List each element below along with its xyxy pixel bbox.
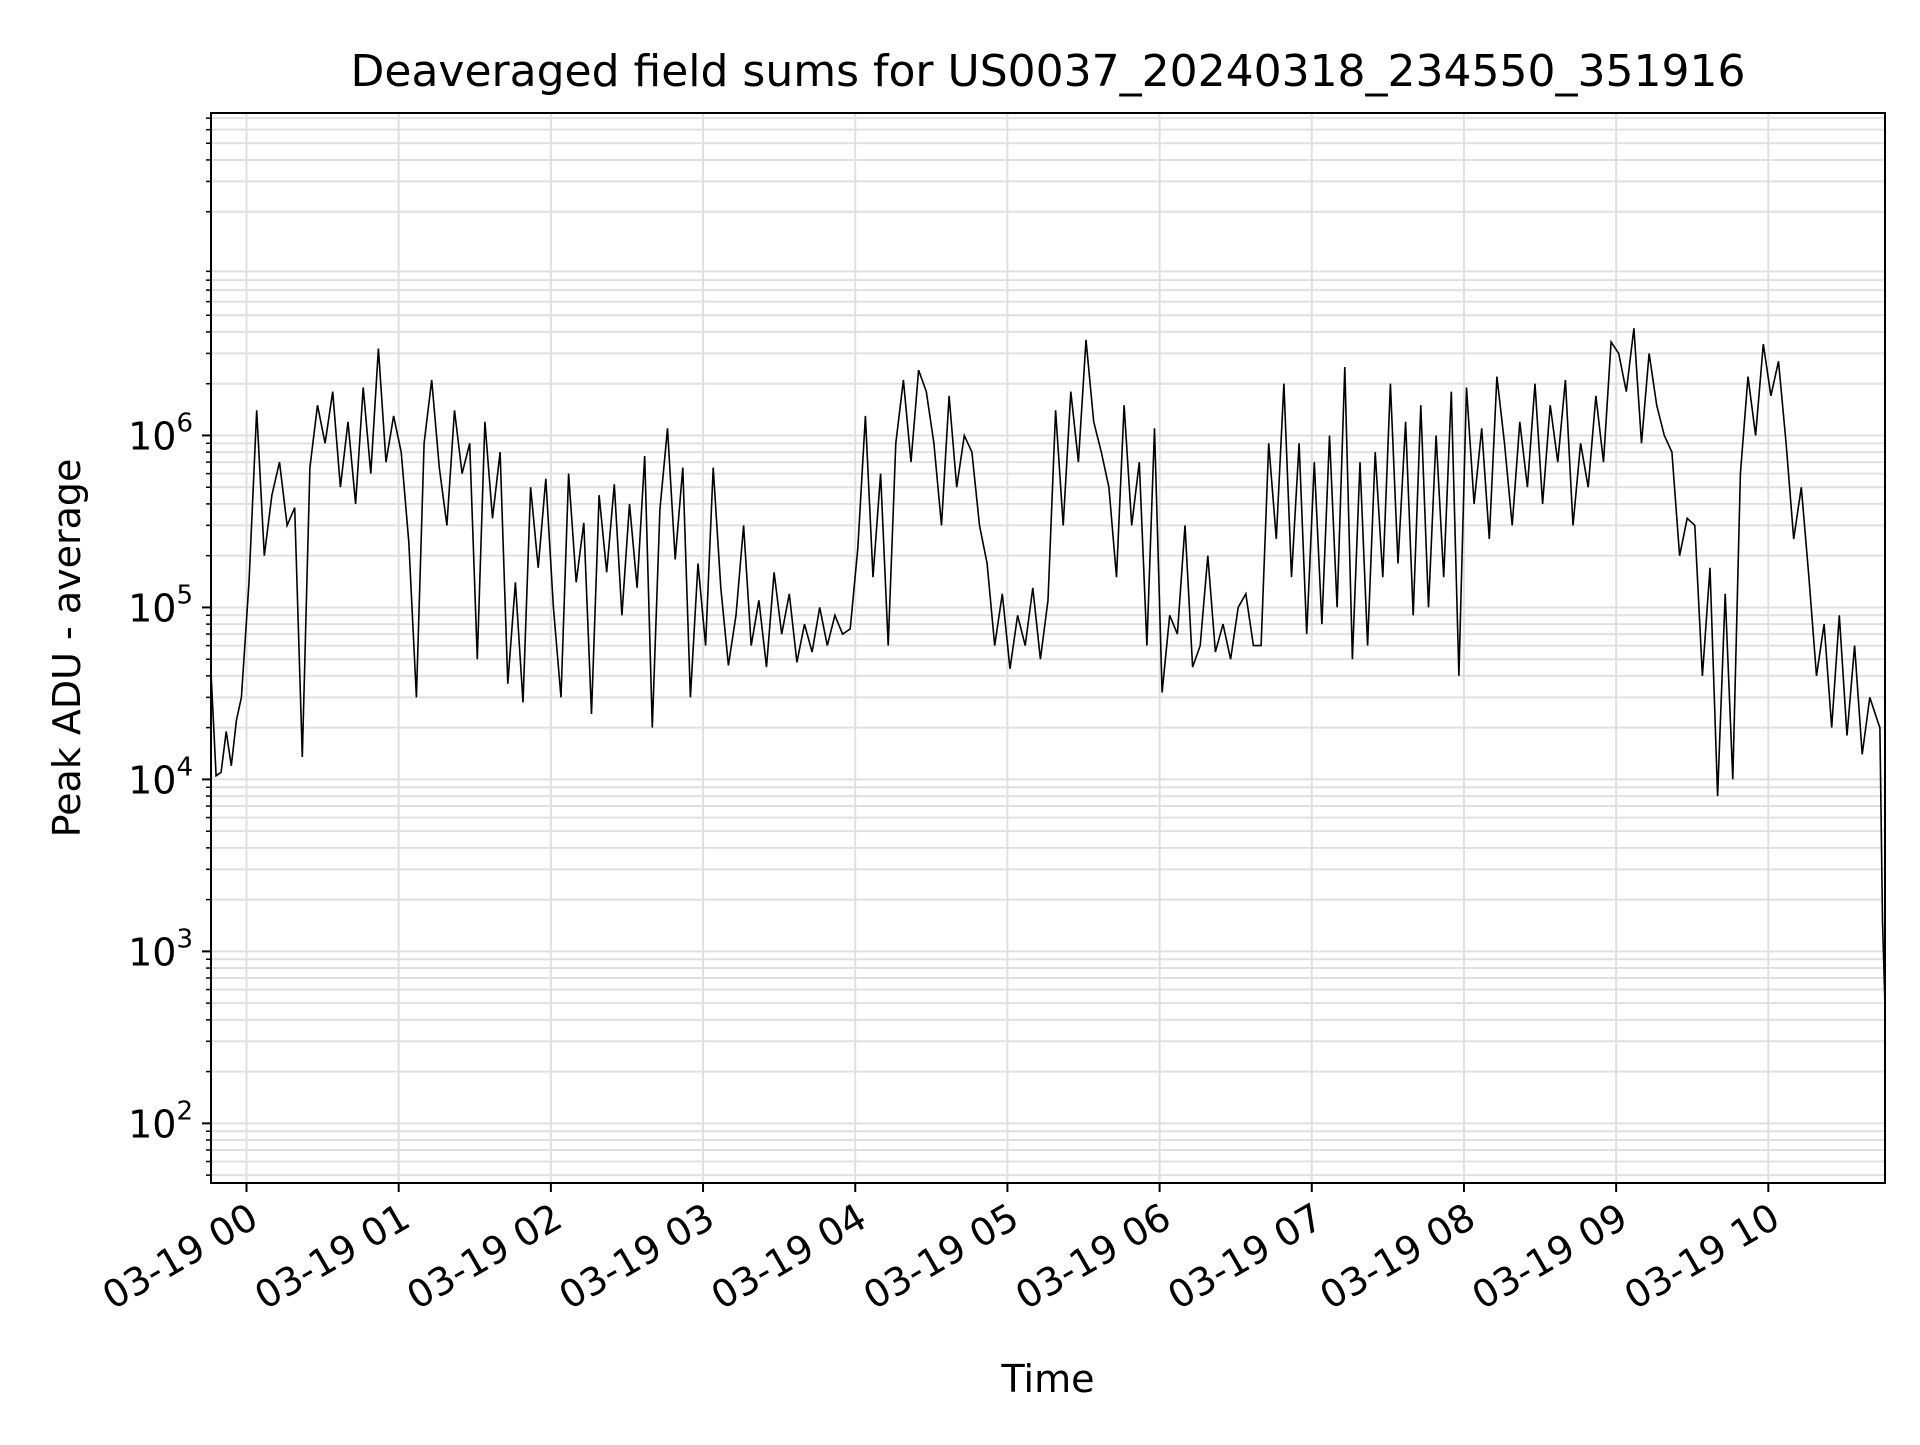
y-axis-label: Peak ADU - average <box>45 459 89 838</box>
y-tick-label-base: 10 <box>128 930 176 974</box>
x-axis-label: Time <box>1001 1357 1095 1401</box>
y-tick-label-exponent: 3 <box>176 924 193 954</box>
y-tick-label-base: 10 <box>128 414 176 458</box>
series-layer <box>210 328 1886 1007</box>
plot-area-frame <box>210 112 1886 1184</box>
y-tick-label-base: 10 <box>128 758 176 802</box>
y-tick-label: 106 <box>128 408 193 458</box>
y-tick-label: 105 <box>128 580 193 630</box>
series-line <box>210 328 1886 1007</box>
y-tick-label: 104 <box>128 752 193 802</box>
y-tick-label-exponent: 6 <box>176 408 193 438</box>
grid-layer <box>211 113 1885 1183</box>
y-tick-label-exponent: 4 <box>176 752 193 782</box>
y-tick-label-base: 10 <box>128 1102 176 1146</box>
y-tick-label: 102 <box>128 1096 193 1146</box>
y-tick-label-exponent: 5 <box>176 580 193 610</box>
y-tick-label: 103 <box>128 924 193 974</box>
chart-title: Deaveraged field sums for US0037_2024031… <box>351 46 1746 97</box>
y-tick-label-exponent: 2 <box>176 1096 193 1126</box>
y-tick-label-base: 10 <box>128 586 176 630</box>
